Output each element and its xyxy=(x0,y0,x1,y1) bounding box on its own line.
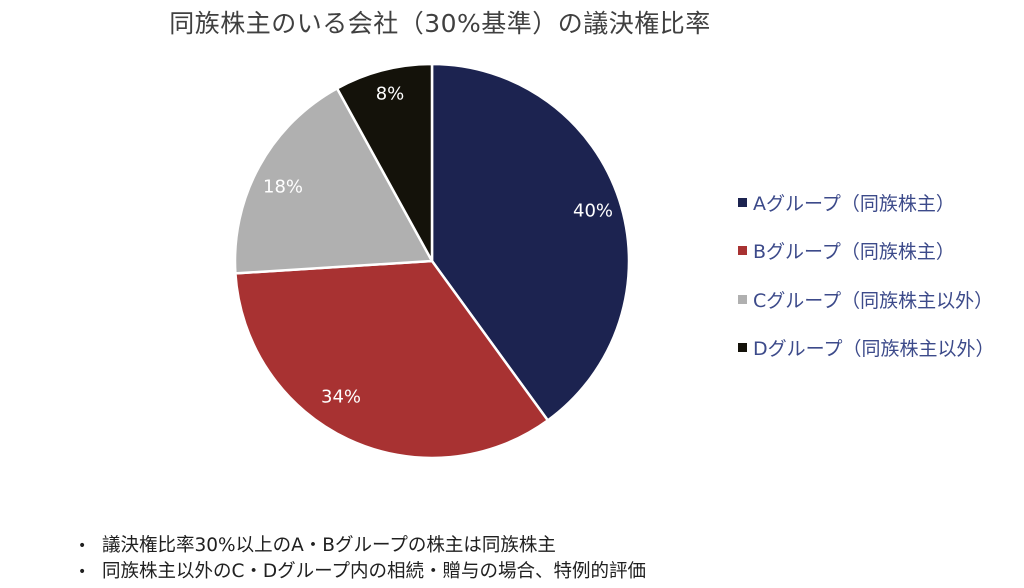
legend-label: Cグループ（同族株主以外） xyxy=(753,289,994,312)
legend-item-c: Cグループ（同族株主以外） xyxy=(738,275,995,324)
slice-label-b: 34% xyxy=(320,386,362,408)
bullet-icon: • xyxy=(78,564,87,580)
pie-slice xyxy=(233,86,435,275)
legend-label: Aグループ（同族株主） xyxy=(753,192,955,215)
legend-item-a: Aグループ（同族株主） xyxy=(738,178,995,227)
pie-slice xyxy=(335,62,434,262)
notes-list: • 議決権比率30%以上のA・Bグループの株主は同族株主 • 同族株主以外のC・… xyxy=(78,533,646,585)
legend-swatch-icon xyxy=(738,294,747,304)
pie-slice xyxy=(234,259,550,460)
note-text: 同族株主以外のC・Dグループ内の相続・贈与の場合、特例的評価 xyxy=(102,561,647,582)
legend-item-b: Bグループ（同族株主） xyxy=(738,227,995,276)
note-item: • 同族株主以外のC・Dグループ内の相続・贈与の場合、特例的評価 xyxy=(78,559,646,585)
legend-item-d: Dグループ（同族株主以外） xyxy=(738,324,995,373)
legend-swatch-icon xyxy=(738,246,747,256)
legend-swatch-icon xyxy=(738,197,747,207)
note-text: 議決権比率30%以上のA・Bグループの株主は同族株主 xyxy=(102,535,556,556)
legend: Aグループ（同族株主） Bグループ（同族株主） Cグループ（同族株主以外） Dグ… xyxy=(738,178,995,372)
slice-label-d: 8% xyxy=(375,83,405,105)
legend-label: Bグループ（同族株主） xyxy=(753,241,955,264)
pie-slices xyxy=(233,62,631,460)
legend-swatch-icon xyxy=(738,343,747,353)
bullet-icon: • xyxy=(78,538,87,554)
legend-label: Dグループ（同族株主以外） xyxy=(753,338,995,361)
slice-label-a: 40% xyxy=(572,200,614,222)
chart-title: 同族株主のいる会社（30%基準）の議決権比率 xyxy=(169,9,711,38)
pie-slice xyxy=(430,62,631,423)
note-item: • 議決権比率30%以上のA・Bグループの株主は同族株主 xyxy=(78,533,646,559)
slice-label-c: 18% xyxy=(262,176,304,198)
